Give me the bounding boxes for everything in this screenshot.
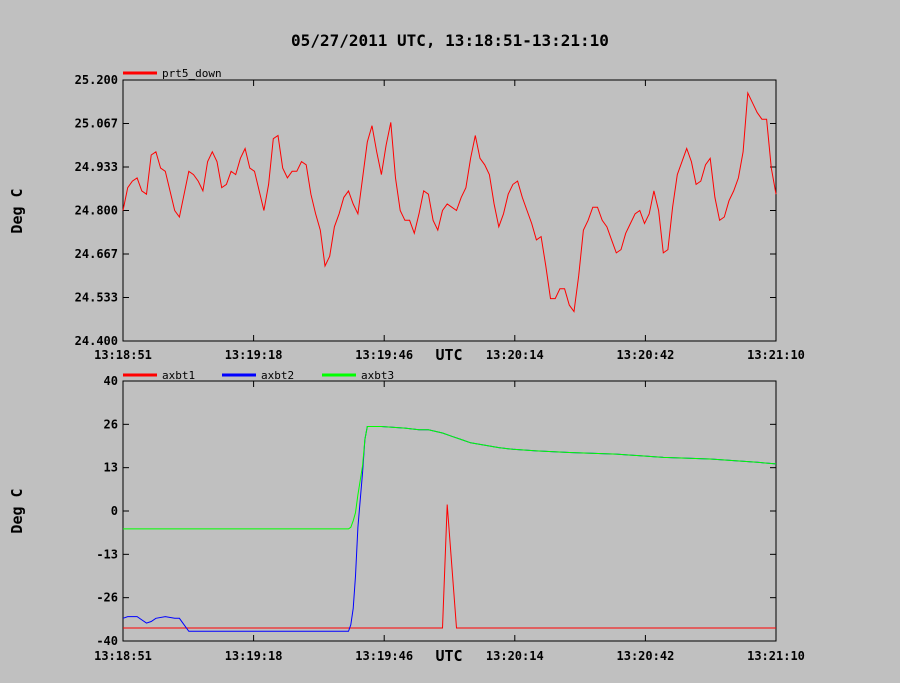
legend-label-axbt3: axbt3 [361,369,394,382]
chart-title: 05/27/2011 UTC, 13:18:51-13:21:10 [291,31,609,50]
x-tick-label: 13:19:46 [355,649,413,663]
y-tick-label: 0 [111,504,118,518]
plot-frame [122,79,777,342]
x-tick-label: 13:21:10 [747,348,805,362]
legend-label-axbt2: axbt2 [261,369,294,382]
top-panel: 24.400 24.533 24.667 24.800 24.933 25.067 25.2… [8,67,805,364]
series-line-axbt1 [123,504,776,629]
y-tick-label: 24.400 [75,334,118,348]
y-tick-label: 24.800 [75,204,118,218]
x-tick-label: 13:19:18 [225,649,283,663]
x-tick-label: 13:21:10 [747,649,805,663]
series-line-prt5_down [122,91,777,313]
series-line-axbt3 [123,426,777,530]
x-tick-label: 13:18:51 [94,348,152,362]
x-tick-label: 13:20:42 [617,348,675,362]
y-axis-label: Deg C [8,488,26,533]
y-tick-label: 13 [104,461,118,475]
y-tick-label: 24.667 [75,247,118,261]
y-tick-label: -40 [96,634,118,648]
plot-frame [122,380,777,642]
y-tick-label: 25.200 [75,73,118,87]
x-axis-label: UTC [435,647,462,665]
x-tick-label: 13:18:51 [94,649,152,663]
y-tick-label: -26 [96,591,118,605]
y-tick-label: 24.533 [75,291,118,305]
x-tick-label: 13:19:46 [355,348,413,362]
x-tick-label: 13:20:14 [486,649,544,663]
legend-label-prt5_down: prt5_down [162,67,222,80]
x-axis-label: UTC [435,346,462,364]
y-tick-label: 25.067 [75,117,118,131]
y-tick-label: -13 [96,547,118,561]
x-tick-label: 13:19:18 [225,348,283,362]
legend-label-axbt1: axbt1 [162,369,195,382]
y-tick-label: 24.933 [75,160,118,174]
y-tick-label: 26 [104,417,118,431]
y-tick-label: 40 [104,374,118,388]
bottom-panel: -40 -26 -13 0 13 26 40 13:18:51 13:19:18 13:19:46… [8,369,805,665]
y-axis-label: Deg C [8,188,26,233]
x-tick-label: 13:20:42 [617,649,675,663]
x-tick-label: 13:20:14 [486,348,544,362]
